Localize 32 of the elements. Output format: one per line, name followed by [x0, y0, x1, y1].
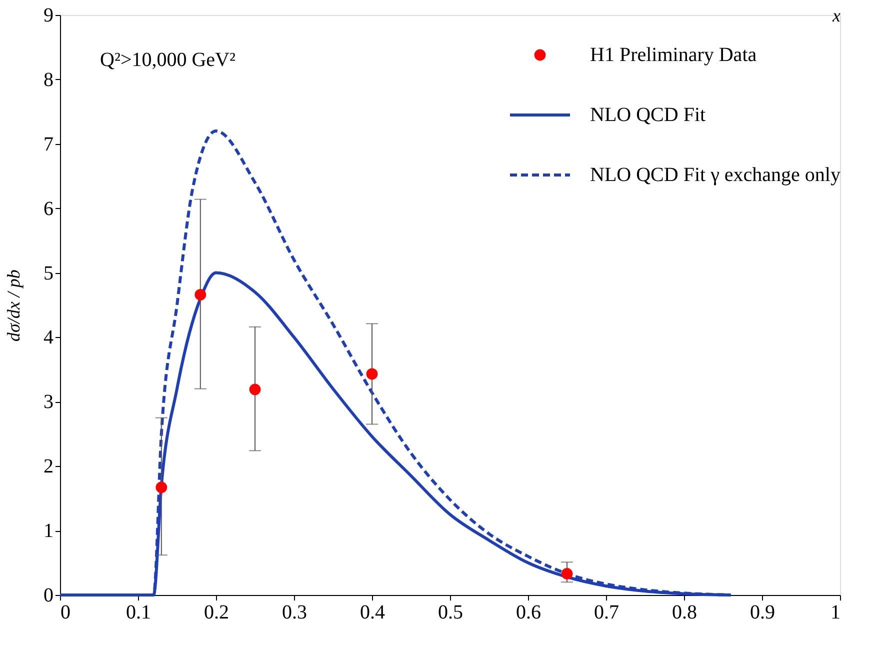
- x-tick-label: 0.5: [438, 602, 463, 624]
- y-tick-label: 0: [44, 584, 54, 606]
- x-axis-title: x: [832, 6, 840, 26]
- y-tick-label: 7: [44, 133, 54, 156]
- x-tick-label: 0.8: [672, 602, 697, 624]
- y-tick-label: 3: [44, 391, 54, 414]
- y-tick-label: 6: [44, 198, 54, 220]
- x-tick-label: 0.4: [360, 602, 385, 624]
- x-tick-label: 0.7: [594, 602, 619, 624]
- y-tick-label: 1: [44, 520, 54, 542]
- x-tick-label: 0.6: [516, 602, 541, 624]
- y-tick-label: 9: [44, 4, 54, 26]
- point: [249, 384, 261, 396]
- point: [561, 568, 573, 580]
- legend-label: NLO QCD Fit: [590, 104, 706, 126]
- x-tick-label: 0.3: [282, 602, 307, 624]
- point: [194, 289, 206, 300]
- x-tick-label: 1: [830, 602, 840, 624]
- y-tick-label: 2: [44, 456, 54, 478]
- point: [366, 368, 378, 380]
- point: [156, 482, 168, 494]
- y-axis-title: dσ/dx / pb: [4, 270, 24, 342]
- x-tick-label: 0.9: [750, 602, 775, 624]
- y-tick-label: 5: [44, 262, 54, 284]
- legend-label: NLO QCD Fit γ exchange only: [590, 164, 840, 186]
- y-tick-label: 4: [44, 326, 54, 349]
- x-tick-label: 0.1: [126, 602, 151, 624]
- legend-label: H1 Preliminary Data: [590, 44, 757, 66]
- y-tick-label: 8: [44, 68, 54, 91]
- x-tick-label: 0.2: [204, 602, 229, 624]
- annotation: Q²>10,000 GeV²: [100, 49, 236, 71]
- x-tick-label: 0: [60, 602, 70, 624]
